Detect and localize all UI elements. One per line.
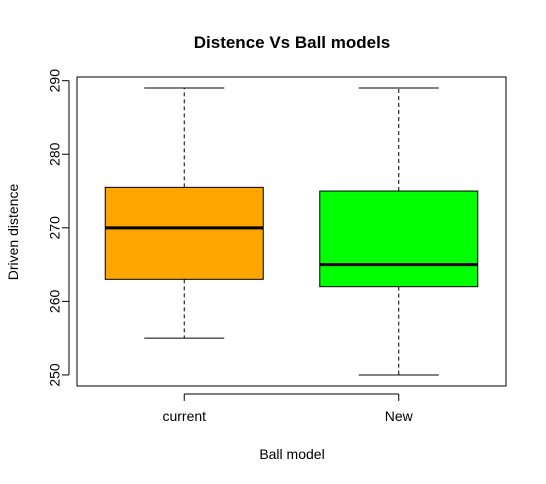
iqr-box (104, 186, 264, 280)
y-axis: 250 260 270 280 290 (47, 69, 70, 387)
y-axis-label: Driven distence (5, 184, 21, 281)
box-current (104, 87, 264, 339)
plot-frame (76, 76, 507, 387)
y-tick-label: 250 (47, 363, 63, 387)
y-tick-label: 280 (47, 142, 63, 166)
iqr-box (319, 190, 479, 288)
x-tick-label: current (162, 408, 206, 424)
x-axis-label: Ball model (259, 446, 324, 462)
y-tick-label: 260 (47, 290, 63, 314)
box-new (319, 87, 479, 376)
y-tick-label: 290 (47, 69, 63, 93)
chart-title: Distence Vs Ball models (194, 33, 391, 52)
y-tick-label: 270 (47, 216, 63, 240)
boxes (104, 87, 479, 376)
x-axis: current New (162, 393, 414, 424)
x-tick-label: New (385, 408, 414, 424)
